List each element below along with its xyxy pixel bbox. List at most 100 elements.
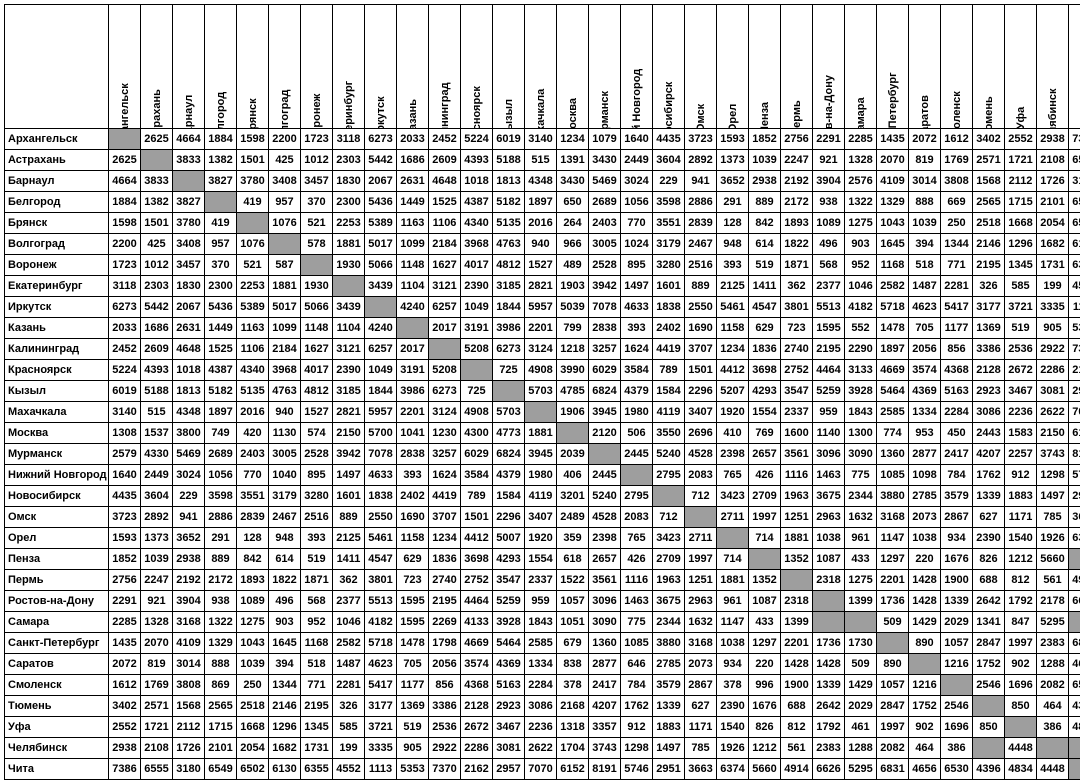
distance-cell: 7386: [1069, 129, 1080, 150]
distance-cell: 425: [141, 234, 173, 255]
distance-cell: 4368: [941, 360, 973, 381]
distance-cell: 5208: [461, 339, 493, 360]
distance-cell: 3185: [333, 381, 365, 402]
distance-cell: 2631: [397, 171, 429, 192]
distance-cell: 1039: [749, 150, 781, 171]
distance-cell: 6626: [1069, 591, 1080, 612]
distance-cell: 1668: [1005, 213, 1037, 234]
distance-cell: 5700: [365, 423, 397, 444]
distance-cell: 1428: [909, 570, 941, 591]
distance-cell: 2579: [109, 444, 141, 465]
distance-cell: 5224: [461, 129, 493, 150]
distance-cell: 1963: [781, 486, 813, 507]
distance-cell: 406: [557, 465, 589, 486]
distance-cell: 1871: [781, 255, 813, 276]
distance-cell: 2516: [301, 507, 333, 528]
diagonal-cell: [621, 465, 653, 486]
distance-cell: 5163: [493, 675, 525, 696]
distance-cell: 7370: [1069, 339, 1080, 360]
distance-cell: 1308: [109, 423, 141, 444]
table-row: Самара2285132831681322127590395210464182…: [5, 612, 1080, 633]
column-header: Казань: [397, 5, 429, 129]
distance-cell: 2201: [525, 318, 557, 339]
distance-cell: 6019: [109, 381, 141, 402]
distance-cell: 940: [525, 234, 557, 255]
distance-cell: 1501: [461, 507, 493, 528]
distance-cell: 2711: [717, 507, 749, 528]
distance-cell: 1883: [1005, 486, 1037, 507]
distance-cell: 1428: [781, 654, 813, 675]
distance-cell: 3191: [397, 360, 429, 381]
distance-cell: 1730: [845, 633, 877, 654]
distance-cell: 326: [973, 276, 1005, 297]
distance-cell: 1098: [909, 465, 941, 486]
distance-cell: 1762: [973, 465, 1005, 486]
distance-cell: 1478: [877, 318, 909, 339]
distance-cell: 3945: [589, 402, 621, 423]
column-header-label: Иркутск: [375, 96, 387, 128]
distance-cell: 3402: [109, 696, 141, 717]
distance-cell: 799: [557, 318, 589, 339]
distance-cell: 4914: [781, 759, 813, 780]
distance-cell: 2017: [397, 339, 429, 360]
distance-cell: 1897: [525, 192, 557, 213]
distance-cell: 2550: [365, 507, 397, 528]
distance-cell: 4656: [1069, 654, 1080, 675]
diagonal-cell: [941, 675, 973, 696]
distance-cell: 1329: [205, 633, 237, 654]
distance-cell: 1881: [333, 234, 365, 255]
distance-cell: 3827: [173, 192, 205, 213]
distance-cell: 3005: [589, 234, 621, 255]
distance-cell: 770: [621, 213, 653, 234]
distance-cell: 4368: [461, 675, 493, 696]
distance-cell: 464: [1037, 696, 1069, 717]
distance-cell: 587: [269, 255, 301, 276]
distance-cell: 895: [621, 255, 653, 276]
row-label: Ростов-на-Дону: [5, 591, 109, 612]
distance-cell: 5295: [1037, 612, 1069, 633]
distance-cell: 1871: [301, 570, 333, 591]
distance-cell: 6120: [1069, 423, 1080, 444]
distance-cell: 5039: [557, 297, 589, 318]
column-header-label: Уфа: [1015, 107, 1027, 129]
distance-cell: 723: [781, 318, 813, 339]
distance-cell: 6273: [493, 339, 525, 360]
distance-cell: 425: [269, 150, 301, 171]
distance-cell: 5259: [493, 591, 525, 612]
distance-cell: 705: [397, 654, 429, 675]
table-row: Пенза18521039293888984261451914114547629…: [5, 549, 1080, 570]
distance-cell: 2795: [621, 486, 653, 507]
distance-cell: 6831: [877, 759, 909, 780]
distance-cell: 2112: [173, 717, 205, 738]
distance-cell: 2923: [973, 381, 1005, 402]
distance-cell: 4348: [173, 402, 205, 423]
distance-cell: 5066: [301, 297, 333, 318]
column-header: Махачкала: [525, 5, 557, 129]
distance-cell: 1632: [845, 507, 877, 528]
row-label: Иркутск: [5, 297, 109, 318]
distance-cell: 4109: [173, 633, 205, 654]
distance-cell: 1686: [141, 318, 173, 339]
column-header: Екатеринбург: [333, 5, 365, 129]
distance-cell: 4552: [333, 759, 365, 780]
distance-cell: 2247: [141, 570, 173, 591]
distance-cell: 5469: [589, 171, 621, 192]
distance-cell: 4435: [653, 129, 685, 150]
distance-cell: 3652: [173, 528, 205, 549]
distance-cell: 842: [237, 549, 269, 570]
distance-cell: 1926: [1037, 528, 1069, 549]
column-header-label: Санкт-Петербург: [887, 72, 899, 128]
distance-cell: 3407: [525, 507, 557, 528]
distance-cell: 3177: [973, 297, 1005, 318]
distance-cell: 3121: [429, 276, 461, 297]
distance-cell: 6130: [1069, 234, 1080, 255]
distance-cell: 1318: [557, 717, 589, 738]
distance-cell: 6355: [1069, 255, 1080, 276]
distance-cell: 3457: [301, 171, 333, 192]
distance-cell: 8191: [589, 759, 621, 780]
distance-cell: 2752: [781, 360, 813, 381]
distance-cell: 3604: [653, 150, 685, 171]
table-row: Тюмень3402257115682565251821462195326317…: [5, 696, 1080, 717]
distance-cell: 5135: [493, 213, 525, 234]
distance-cell: 2390: [973, 528, 1005, 549]
